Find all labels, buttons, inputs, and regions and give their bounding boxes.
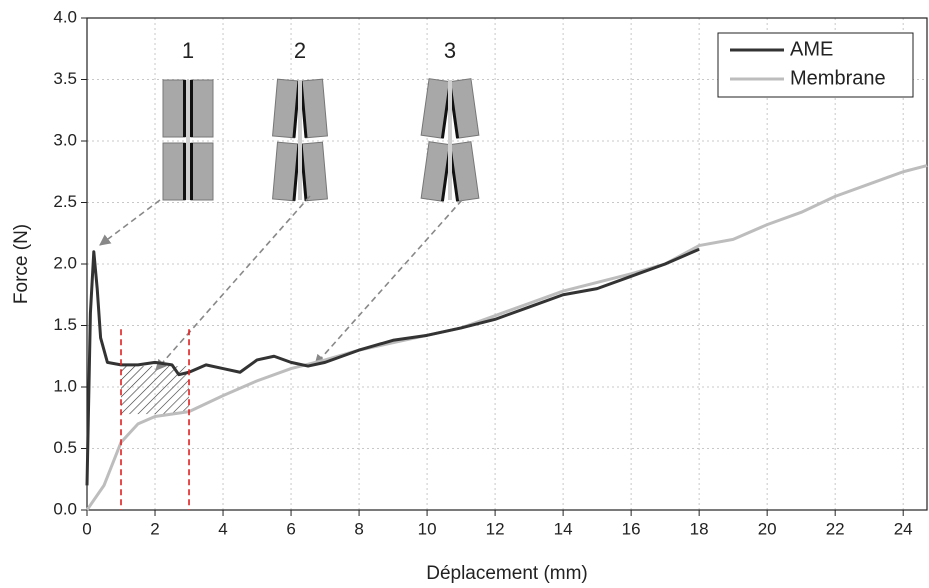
x-tick-label: 2 (150, 519, 159, 538)
y-tick-label: 3.5 (53, 69, 77, 88)
membrane-strip (448, 80, 452, 200)
legend-label: AME (790, 38, 833, 60)
electrode (183, 143, 186, 200)
annotation: 3 (444, 38, 456, 63)
sample-block (190, 142, 214, 201)
annotation-arrow (314, 199, 463, 366)
x-axis-title: Déplacement (mm) (426, 563, 588, 584)
legend-box (717, 32, 914, 98)
legend-label: Membrane (790, 67, 886, 89)
electrode (190, 80, 193, 137)
plot-frame (86, 17, 928, 511)
x-tick-label: 12 (486, 519, 505, 538)
x-tick-label: 24 (894, 519, 913, 538)
membrane-strip (298, 80, 302, 200)
x-tick-label: 20 (758, 519, 777, 538)
electrode (190, 143, 193, 200)
y-tick-label: 0.5 (53, 438, 77, 457)
inset-diagram (162, 79, 214, 201)
sample-block (190, 79, 214, 138)
annotation: 1 (182, 38, 194, 63)
annotation-arrow (99, 199, 161, 246)
x-tick-label: 0 (82, 519, 91, 538)
annotation-arrow (155, 195, 311, 371)
series-line (85, 247, 700, 486)
x-tick-label: 6 (286, 519, 295, 538)
electrode (183, 80, 186, 137)
inset-diagram (420, 78, 480, 202)
x-tick-label: 16 (622, 519, 641, 538)
x-tick-label: 4 (218, 519, 227, 538)
y-tick-label: 4.0 (53, 7, 77, 26)
y-tick-label: 0.0 (53, 499, 77, 518)
y-tick-label: 1.5 (53, 315, 77, 334)
sample-block (162, 79, 186, 138)
y-tick-label: 2.0 (53, 253, 77, 272)
inset-diagram (272, 78, 328, 202)
sample-block (162, 142, 186, 201)
x-tick-label: 8 (354, 519, 363, 538)
y-tick-label: 2.5 (53, 192, 77, 211)
y-axis-title: Force (N) (11, 224, 32, 304)
annotation: 2 (294, 38, 306, 63)
x-tick-label: 18 (690, 519, 709, 538)
x-tick-label: 14 (554, 519, 573, 538)
y-tick-label: 1.0 (53, 376, 77, 395)
series-line (85, 164, 928, 511)
x-tick-label: 10 (418, 519, 437, 538)
x-tick-label: 22 (826, 519, 845, 538)
y-tick-label: 3.0 (53, 130, 77, 149)
membrane-strip (186, 80, 190, 200)
